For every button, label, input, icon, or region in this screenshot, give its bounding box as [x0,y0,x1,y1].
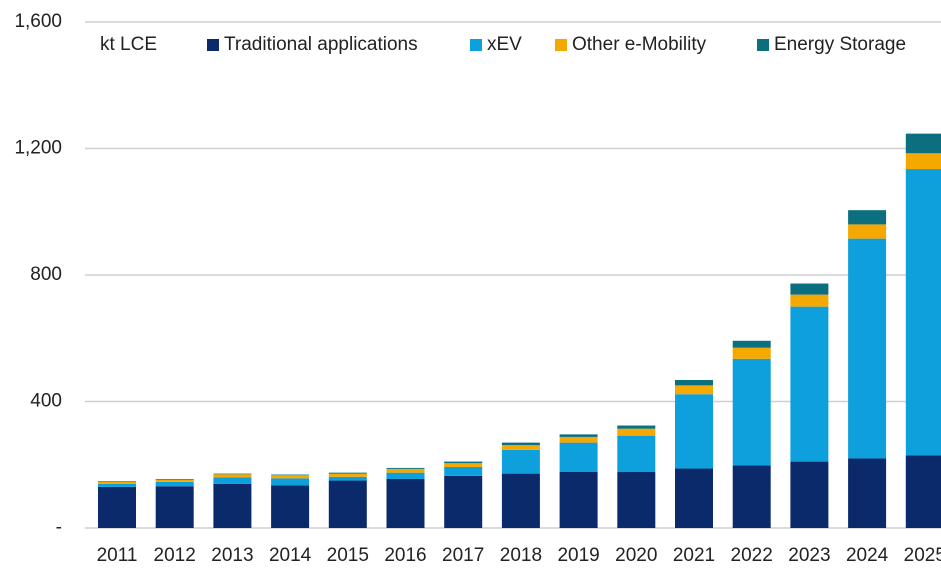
bar-segment [790,294,829,307]
legend-swatch [757,39,769,51]
x-tick-label: 2015 [327,545,369,566]
legend-label: xEV [487,34,522,55]
bar-segment [675,394,713,469]
y-tick-label: 1,600 [14,11,62,32]
bar-segment [848,458,887,528]
legend-label: Other e-Mobility [572,34,707,55]
x-tick-label: 2020 [615,545,657,566]
x-tick-label: 2018 [500,545,542,566]
bar-segment [271,474,310,476]
bar-segment [675,468,713,528]
bar-segment [98,486,136,528]
bar-segment [790,283,829,295]
bar-segment [444,466,483,476]
bar-segment [617,428,656,436]
bar-segment [271,475,310,479]
bar-segment [848,224,887,239]
bar-segment [617,472,656,528]
y-tick-label: - [56,517,62,538]
bar-segment [905,455,941,528]
bar-segment [155,486,194,528]
bar-segment [444,461,483,464]
bar-segment [386,467,425,469]
bar-segment [328,476,367,481]
bar-segment [501,442,540,446]
bar-segment [98,483,136,487]
bar-segment [501,445,540,450]
x-tick-label: 2017 [442,545,484,566]
bar-segment [213,474,252,478]
bar-segment [155,479,194,482]
y-tick-label: 1,200 [14,138,62,159]
bar-segment [328,473,367,477]
bar-segment [386,468,425,473]
bar-segment [732,358,771,466]
y-tick-label: 800 [30,264,62,285]
x-tick-label: 2016 [384,545,426,566]
bar-segment [559,471,598,528]
bar-segment [905,169,941,456]
bar-segment [675,379,713,386]
bar-segment [386,478,425,528]
legend-swatch [470,39,482,51]
bar-segment [328,472,367,474]
x-tick-label: 2011 [97,545,138,566]
bar-segment [444,463,483,467]
bar-segment [155,478,194,480]
legend-swatch [207,39,219,51]
bar-segment [617,435,656,473]
x-tick-label: 2022 [731,545,773,566]
bar-segment [98,481,136,484]
bar-segment [444,475,483,528]
bar-segment [848,238,887,459]
bar-segment [732,340,771,348]
bar-segment [675,385,713,395]
bar-segment [271,485,310,528]
bar-segment [501,473,540,528]
x-tick-label: 2023 [788,545,830,566]
y-unit-label: kt LCE [100,34,157,55]
bar-segment [213,483,252,528]
bar-segment [98,481,136,482]
bar-segment [501,449,540,474]
bar-segment [790,306,829,462]
x-tick-label: 2013 [211,545,253,566]
bar-segment [559,434,598,437]
legend-label: Energy Storage [774,34,906,55]
bar-segment [559,436,598,443]
x-tick-label: 2021 [673,545,715,566]
bar-segment [213,473,252,475]
bar-segment [905,133,941,154]
x-tick-label: 2014 [269,545,312,566]
bar-segment [790,461,829,528]
bar-segment [905,153,941,170]
x-tick-label: 2019 [557,545,599,566]
legend-label: Traditional applications [224,34,418,55]
y-tick-label: 400 [30,391,62,412]
x-tick-label: 2024 [846,545,889,566]
bar-segment [732,465,771,528]
x-tick-label: 2012 [154,545,196,566]
x-tick-label: 2025 [904,545,941,566]
bar-segment [617,425,656,429]
bar-segment [271,478,310,486]
bar-segment [155,481,194,487]
bar-segment [386,472,425,479]
bar-segment [328,480,367,528]
legend-swatch [555,39,567,51]
bar-segment [213,477,252,484]
bar-segment [732,347,771,359]
bar-segment [559,442,598,472]
bar-segment [848,210,887,225]
